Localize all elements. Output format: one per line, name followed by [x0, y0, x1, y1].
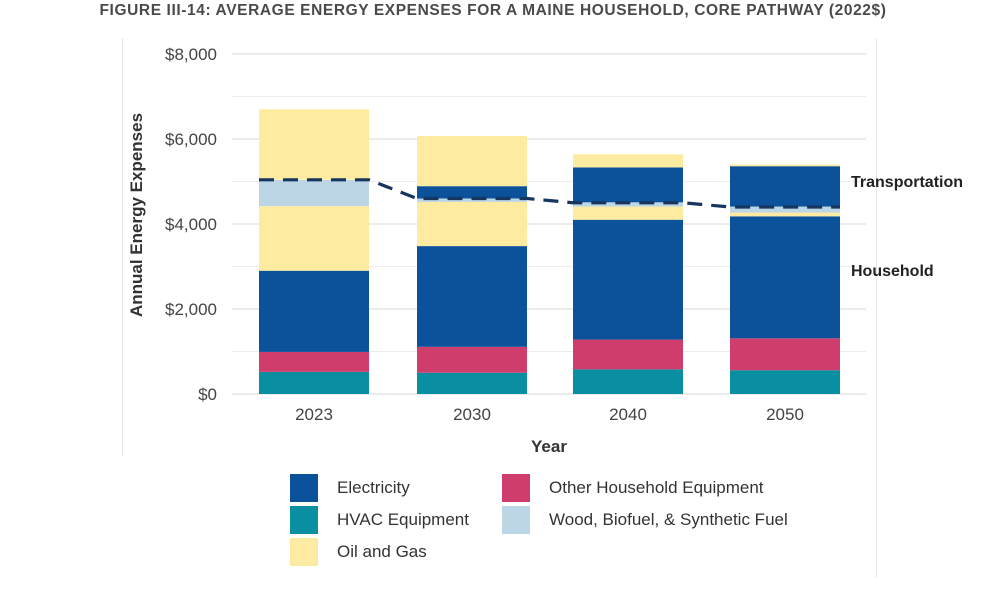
bar-segment [730, 206, 840, 213]
bar-segment [417, 346, 527, 373]
y-tick-label: $0 [198, 385, 217, 404]
bar-segment [259, 351, 369, 372]
legend-label: Oil and Gas [337, 542, 427, 561]
y-tick-label: $2,000 [165, 300, 217, 319]
bar-segment [573, 154, 683, 168]
chart-frame-left-border [122, 38, 123, 456]
legend-item-oil-and-gas: Oil and Gas [290, 538, 427, 566]
y-tick-label: $4,000 [165, 215, 217, 234]
legend-label: HVAC Equipment [337, 510, 469, 529]
bar-segment [417, 201, 527, 247]
divider-line [259, 178, 840, 209]
legend-item-electricity: Electricity [290, 474, 410, 502]
legend-swatch [502, 474, 530, 502]
legend-swatch [290, 474, 318, 502]
bar-segment [259, 206, 369, 271]
bar-segment [730, 166, 840, 207]
bar-segment [259, 371, 369, 394]
bar-segment [730, 370, 840, 394]
legend-item-hvac-equipment: HVAC Equipment [290, 506, 469, 534]
bars [259, 109, 840, 394]
x-tick-label: 2050 [766, 405, 804, 424]
bar-segment [573, 369, 683, 394]
y-tick-labels: $0 $2,000 $4,000 $6,000 $8,000 [165, 45, 217, 404]
x-axis-label: Year [531, 437, 567, 456]
x-tick-label: 2040 [609, 405, 647, 424]
divider-dashed-line [259, 178, 840, 209]
bar-segment [417, 246, 527, 347]
bar-segment [573, 219, 683, 340]
bar-segment [417, 186, 527, 199]
stacked-bar-chart: $0$2,000$4,000$6,000$8,000 2023 2030 2040 2… [127, 45, 963, 456]
y-tick-label: $8,000 [165, 45, 217, 64]
bar-segment [730, 212, 840, 217]
x-tick-labels: 2023 2030 2040 2050 [295, 405, 804, 424]
bar-segment [259, 109, 369, 180]
legend-label: Wood, Biofuel, & Synthetic Fuel [549, 510, 788, 529]
bar-segment [573, 206, 683, 220]
y-axis-label: Annual Energy Expenses [127, 113, 146, 317]
legend-label: Other Household Equipment [549, 478, 764, 497]
chart-frame [122, 38, 877, 578]
y-tick-label: $6,000 [165, 130, 217, 149]
bar-segment [417, 136, 527, 187]
annotation-transportation: Transportation [851, 174, 963, 191]
bar-segment [573, 339, 683, 370]
bar-segment [573, 202, 683, 207]
legend: Electricity Other Household Equipment HV… [290, 474, 850, 570]
x-tick-label: 2023 [295, 405, 333, 424]
bar-segment [417, 198, 527, 202]
bar-segment [730, 164, 840, 167]
figure-title: FIGURE III-14: AVERAGE ENERGY EXPENSES F… [99, 2, 887, 19]
bar-segment [417, 372, 527, 394]
x-tick-label: 2030 [453, 405, 491, 424]
legend-swatch [290, 538, 318, 566]
bar-segment [730, 216, 840, 339]
legend-label: Electricity [337, 478, 410, 497]
bar-segment [259, 179, 369, 207]
annotation-household: Household [851, 263, 934, 280]
legend-swatch [502, 506, 530, 534]
bar-segment [259, 270, 369, 352]
legend-item-other-household-equipment: Other Household Equipment [502, 474, 764, 502]
legend-item-wood-biofuel-synthetic-fuel: Wood, Biofuel, & Synthetic Fuel [502, 506, 788, 534]
bar-segment [730, 338, 840, 371]
bar-segment [573, 167, 683, 203]
legend-swatch [290, 506, 318, 534]
